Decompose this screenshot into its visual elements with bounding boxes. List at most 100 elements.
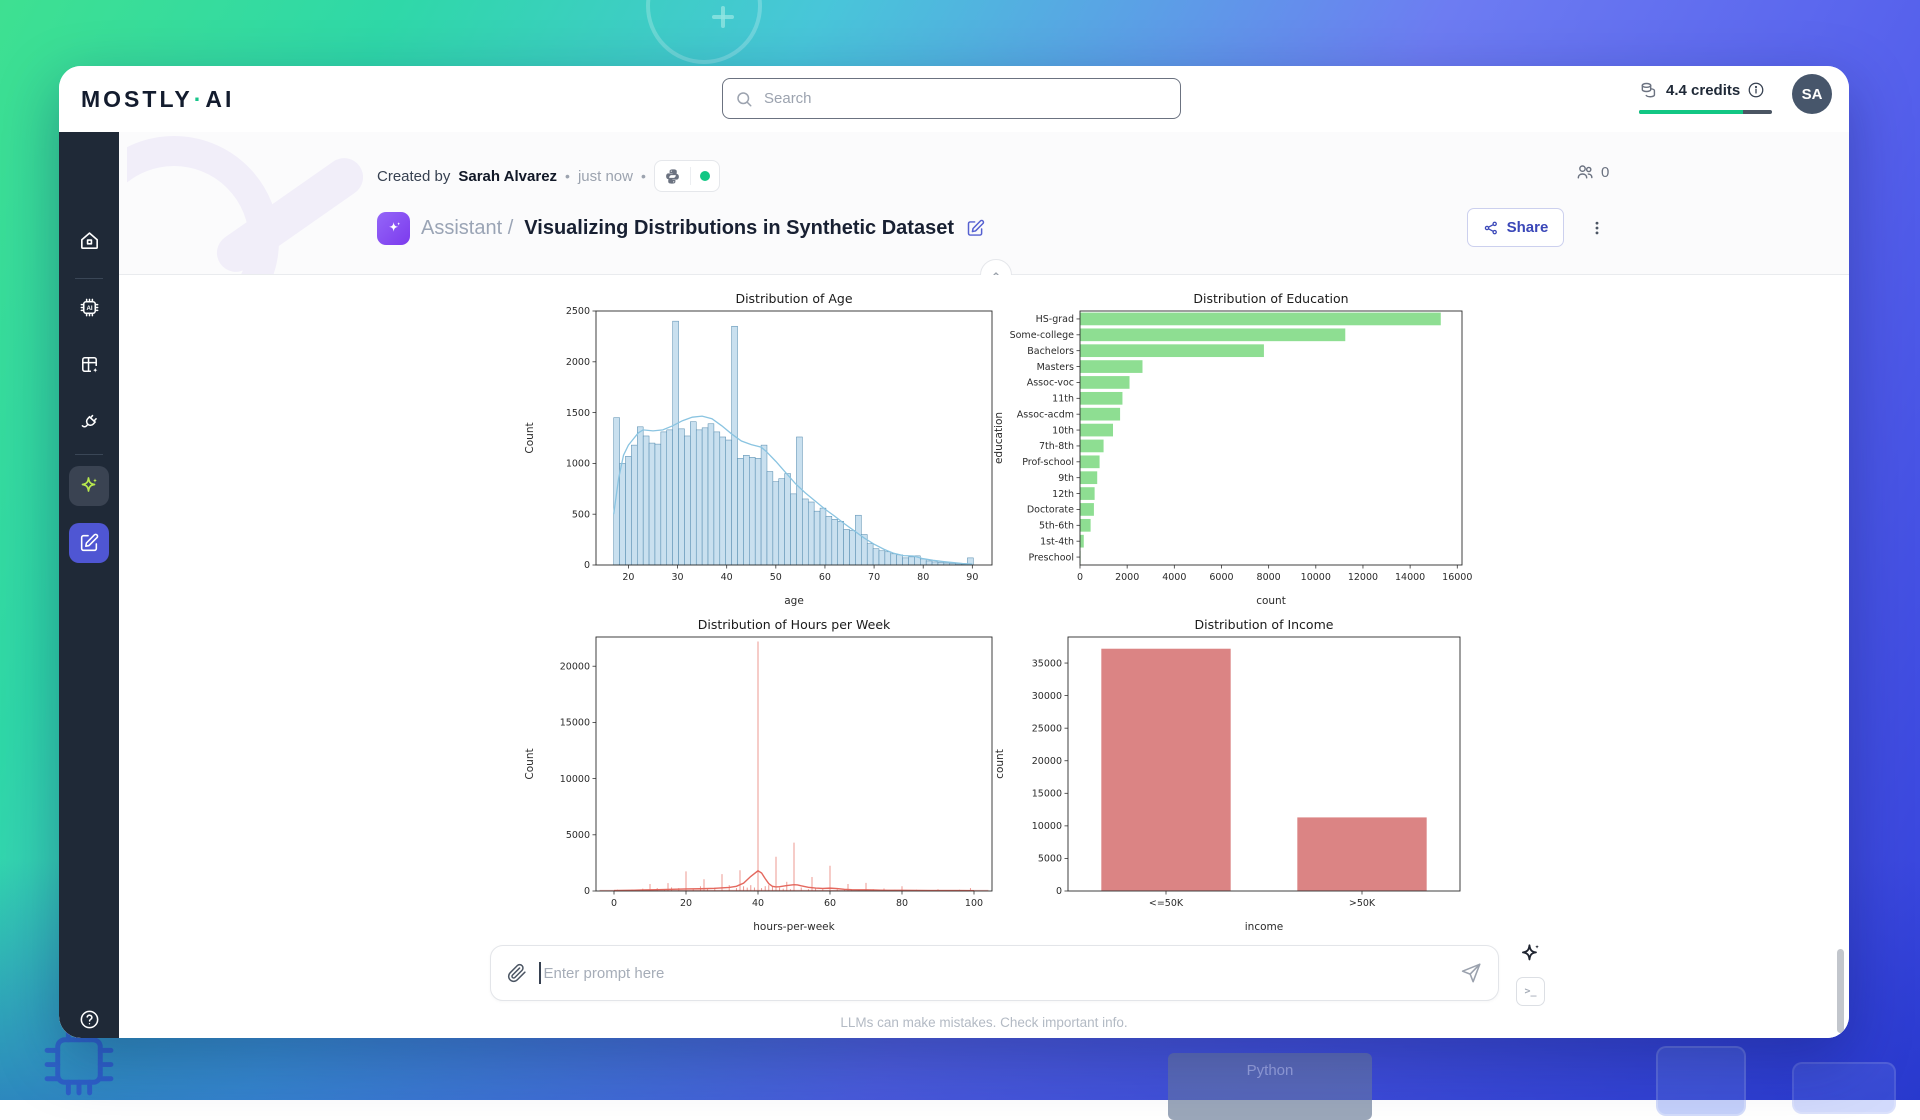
collaborators-count[interactable]: 0 [1575,162,1609,182]
page-title: Visualizing Distributions in Synthetic D… [524,216,954,239]
prompt-bar[interactable]: Enter prompt here [490,945,1499,1001]
svg-text:count: count [1256,595,1286,607]
svg-text:10000: 10000 [560,774,590,785]
created-by-label: Created by [377,167,451,185]
svg-text:9th: 9th [1058,473,1074,484]
app-window: MOSTLY·AI 4.4 credits [59,66,1849,1038]
sidebar-item-new-chat[interactable] [69,523,109,563]
svg-text:50: 50 [770,572,782,583]
svg-text:80: 80 [917,572,929,583]
credits-progress-bar [1639,110,1772,114]
svg-text:6000: 6000 [1209,572,1233,583]
text-caret [539,962,541,984]
svg-text:Doctorate: Doctorate [1027,505,1074,516]
sidebar-item-assistant[interactable] [69,466,109,506]
svg-text:2500: 2500 [566,306,590,317]
svg-text:15000: 15000 [1032,789,1062,800]
status-green-dot [699,171,710,181]
svg-text:4000: 4000 [1162,572,1186,583]
sidebar-item-models[interactable]: AI [69,287,109,327]
svg-text:0: 0 [584,886,590,897]
svg-text:20000: 20000 [1032,756,1062,767]
svg-text:10000: 10000 [1032,821,1062,832]
terminal-button[interactable]: >_ [1516,977,1545,1006]
attachment-paperclip-icon[interactable] [507,963,527,983]
svg-text:12000: 12000 [1348,572,1378,583]
credits-coins-icon [1641,82,1656,98]
sidebar-divider [75,278,103,279]
svg-text:education: education [993,412,1005,464]
info-icon[interactable] [1747,81,1765,99]
breadcrumb[interactable]: Assistant / [421,216,514,239]
svg-text:1000: 1000 [566,459,590,470]
svg-text:hours-per-week: hours-per-week [753,921,835,933]
credits-indicator[interactable]: 4.4 credits [1639,80,1779,118]
separator-dot: • [565,168,570,184]
svg-text:0: 0 [584,560,590,571]
svg-text:80: 80 [896,898,908,909]
disclaimer-text: LLMs can make mistakes. Check important … [840,1015,1128,1030]
bg-decoration-circle [646,0,762,64]
svg-text:income: income [1245,921,1283,933]
compute-status-pill[interactable] [653,160,720,192]
svg-text:Distribution of Hours per Week: Distribution of Hours per Week [698,617,891,632]
svg-text:35000: 35000 [1032,658,1062,669]
credits-progress-fill [1639,110,1743,114]
svg-text:20: 20 [680,898,692,909]
search-input[interactable] [762,89,1168,108]
svg-text:25000: 25000 [1032,723,1062,734]
svg-text:30: 30 [672,572,684,583]
avatar[interactable]: SA [1792,74,1832,114]
main-content: Created by Sarah Alvarez • just now • 0 [119,132,1849,1038]
svg-text:60: 60 [824,898,836,909]
svg-text:10th: 10th [1052,425,1074,436]
svg-text:70: 70 [868,572,880,583]
svg-text:count: count [994,749,1006,779]
svg-text:30000: 30000 [1032,691,1062,702]
hours-per-week-distribution-chart: 0 20 40 60 80 100 0 5000 10000 15000 20000 Distribu… [524,617,993,933]
chat-area: 20 30 40 50 60 70 80 90 0 500 1000 1500 2000 2500 Dist… [119,275,1849,1038]
collaborators-number: 0 [1601,163,1610,181]
scrollbar-thumb[interactable] [1837,949,1844,1033]
share-label: Share [1506,219,1549,236]
bg-python-pill: Python [1168,1053,1372,1120]
topbar: MOSTLY·AI 4.4 credits [59,66,1849,132]
share-button[interactable]: Share [1467,208,1564,247]
income-distribution-chart: <=50K >50K 0 5000 10000 15000 20000 25000 30000 3… [994,617,1461,933]
svg-text:15000: 15000 [560,718,590,729]
sparkle-icon [388,222,400,232]
assistant-sparkle-button[interactable] [1517,941,1543,967]
sidebar-item-home[interactable] [69,220,109,260]
app-logo[interactable]: MOSTLY·AI [81,86,234,113]
svg-text:0: 0 [1077,572,1083,583]
svg-text:Prof-school: Prof-school [1022,457,1074,468]
sidebar-item-datasets[interactable] [69,344,109,384]
sidebar-item-connectors[interactable] [69,402,109,442]
svg-text:HS-grad: HS-grad [1036,314,1074,325]
svg-text:Count: Count [524,748,536,779]
svg-text:1st-4th: 1st-4th [1040,536,1074,547]
svg-text:100: 100 [965,898,983,909]
send-button-icon[interactable] [1460,962,1482,984]
svg-text:2000: 2000 [566,357,590,368]
users-icon [1577,165,1593,179]
svg-text:16000: 16000 [1442,572,1472,583]
help-icon [80,1010,98,1028]
svg-text:<=50K: <=50K [1149,898,1184,909]
ai-chip-icon: AI [80,298,98,316]
bg-decoration-square [1792,1062,1896,1114]
svg-text:40: 40 [721,572,733,583]
separator-dot: • [640,168,646,184]
search-box[interactable] [722,78,1181,119]
assistant-sparkle-icon [81,477,98,492]
edit-title-icon[interactable] [965,218,986,239]
svg-text:40: 40 [752,898,764,909]
svg-text:2000: 2000 [1115,572,1139,583]
education-distribution-chart: HS-grad Some-college Bachelors Masters Assoc… [993,291,1472,607]
sidebar-item-help[interactable] [69,999,109,1038]
dataset-plus-icon [81,356,98,373]
svg-text:14000: 14000 [1395,572,1425,583]
more-options-button[interactable] [1585,212,1609,244]
svg-text:90: 90 [966,572,978,583]
svg-text:Distribution of Income: Distribution of Income [1195,617,1334,632]
